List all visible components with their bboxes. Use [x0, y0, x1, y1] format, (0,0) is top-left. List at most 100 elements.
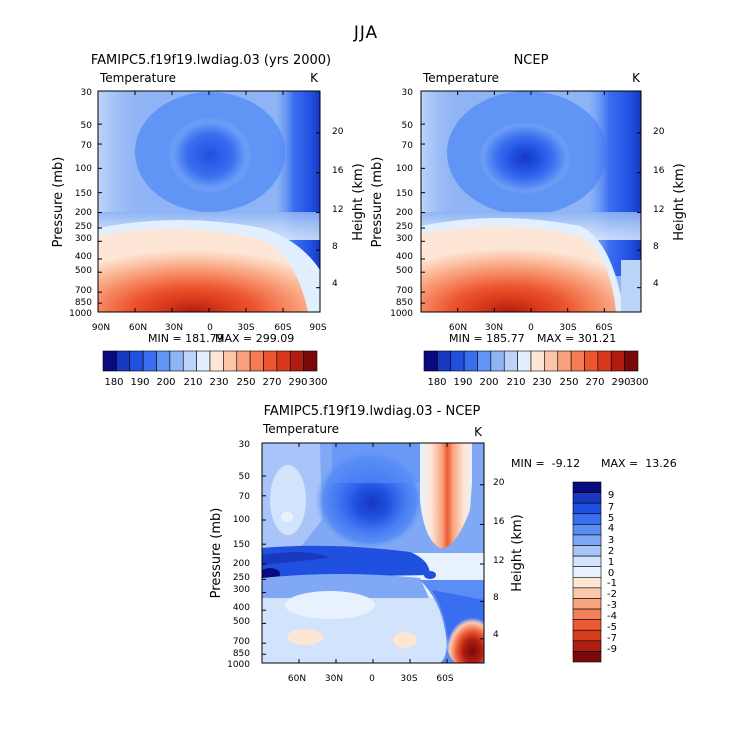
model-temperature-field [98, 91, 320, 312]
y-tick-label: 150 [396, 189, 413, 199]
ncep-height-tick-labels: 20 16 12 8 4 [653, 127, 665, 289]
colorbar-label: 300 [308, 377, 327, 388]
figure-title: JJA [353, 23, 378, 43]
ncep-height-axis-label: Height (km) [672, 163, 687, 240]
colorbar-swatch [530, 350, 545, 372]
difference-colorbar: 9 7 5 4 3 2 1 0 -1 -2 -3 -4 -5 -7 -9 [572, 481, 617, 663]
colorbar-swatch [570, 350, 585, 372]
ncep-panel-title: NCEP [514, 53, 549, 68]
x-tick-label: 60N [449, 323, 467, 333]
colorbar-swatch [597, 350, 612, 372]
ncep-panel-variable: Temperature [422, 71, 499, 85]
y-tick-label: 250 [233, 573, 250, 583]
colorbar-label: -4 [607, 611, 617, 622]
colorbar-swatch [129, 350, 144, 372]
colorbar-swatch [169, 350, 184, 372]
x-tick-label: 30N [325, 674, 343, 684]
ncep-y-tick-labels: 30 50 70 100 150 200 250 300 400 500 700… [390, 88, 413, 319]
height-tick-label: 4 [493, 630, 499, 640]
x-tick-label: 0 [369, 674, 375, 684]
y-tick-label: 1000 [227, 660, 250, 670]
colorbar-label: -9 [607, 644, 617, 655]
x-tick-label: 60N [129, 323, 147, 333]
colorbar-label: 300 [629, 377, 648, 388]
ncep-x-tick-labels: 60N 30N 0 30S 60S [449, 323, 613, 333]
difference-max-label: MAX = 13.26 [601, 457, 677, 470]
y-tick-label: 300 [75, 234, 92, 244]
axis-ticks [97, 90, 642, 664]
colorbar-label: 190 [453, 377, 472, 388]
y-tick-label: 100 [233, 515, 250, 525]
colorbar-label: 4 [608, 523, 614, 534]
colorbar-swatch [572, 598, 602, 610]
difference-colorbar-labels: 9 7 5 4 3 2 1 0 -1 -2 -3 -4 -5 -7 -9 [607, 490, 617, 655]
colorbar-label: 210 [506, 377, 525, 388]
y-tick-label: 50 [239, 472, 251, 482]
colorbar-swatch [182, 350, 197, 372]
height-tick-label: 8 [653, 242, 659, 252]
x-tick-label: 0 [528, 323, 534, 333]
x-tick-label: 30S [559, 323, 576, 333]
ncep-min-label: MIN = 185.77 [449, 332, 525, 345]
colorbar-label: 210 [183, 377, 202, 388]
x-tick-label: 90N [92, 323, 110, 333]
colorbar-label: 7 [608, 502, 614, 513]
colorbar-label: 5 [608, 513, 614, 524]
difference-height-axis-label: Height (km) [510, 514, 525, 591]
colorbar-swatch [610, 350, 625, 372]
colorbar-label: 250 [236, 377, 255, 388]
difference-min-label: MIN = -9.12 [511, 457, 580, 470]
model-y-axis-label: Pressure (mb) [51, 157, 66, 248]
colorbar-swatch [572, 629, 602, 642]
colorbar-swatch [572, 576, 602, 589]
colorbar-swatch [303, 350, 318, 372]
x-tick-label: 60N [288, 674, 306, 684]
colorbar-swatch [572, 587, 602, 599]
y-tick-label: 250 [75, 222, 92, 232]
colorbar-label: 9 [608, 490, 614, 501]
x-tick-label: 30N [485, 323, 503, 333]
colorbar-swatch [572, 545, 602, 557]
colorbar-swatch [463, 350, 478, 372]
y-tick-label: 70 [402, 141, 414, 151]
colorbar-swatch [142, 350, 157, 372]
y-tick-label: 850 [396, 298, 413, 308]
height-tick-label: 20 [332, 127, 344, 137]
colorbar-swatch [572, 534, 602, 546]
colorbar-swatch [423, 350, 438, 372]
colorbar-swatch [624, 350, 639, 372]
colorbar-label: 290 [611, 377, 630, 388]
y-tick-label: 150 [233, 540, 250, 550]
x-tick-label: 0 [207, 323, 213, 333]
y-tick-label: 850 [233, 649, 250, 659]
height-tick-label: 12 [653, 205, 664, 215]
colorbar-swatch [156, 350, 171, 372]
y-tick-label: 50 [402, 121, 414, 131]
difference-panel-variable: Temperature [262, 422, 339, 436]
colorbar-label: 200 [156, 377, 175, 388]
colorbar-swatch [517, 350, 532, 372]
model-max-label: MAX = 299.09 [215, 332, 294, 345]
ncep-temperature-panel: NCEP Temperature K 30 50 70 100 150 200 … [370, 53, 687, 345]
model-height-axis-label: Height (km) [351, 163, 366, 240]
height-tick-label: 12 [493, 556, 504, 566]
colorbar-label: -5 [607, 622, 617, 633]
colorbar-swatch [249, 350, 264, 372]
ncep-y-axis-label: Pressure (mb) [370, 157, 385, 248]
height-tick-label: 16 [653, 166, 665, 176]
colorbar-swatch [450, 350, 465, 372]
model-panel-units: K [310, 71, 319, 85]
colorbar-swatch [572, 524, 602, 536]
y-tick-label: 200 [75, 208, 92, 218]
difference-temperature-field [262, 443, 484, 663]
difference-y-tick-labels: 30 50 70 100 150 200 250 300 400 500 700… [227, 440, 250, 670]
y-tick-label: 1000 [69, 309, 92, 319]
colorbar-swatch [572, 566, 602, 578]
colorbar-swatch [437, 350, 452, 372]
colorbar-label: 180 [427, 377, 446, 388]
colorbar-label: 3 [608, 535, 614, 546]
colorbar-swatch [572, 619, 602, 631]
colorbar-label: -7 [607, 633, 617, 644]
y-tick-label: 500 [233, 617, 250, 627]
y-tick-label: 300 [396, 234, 413, 244]
